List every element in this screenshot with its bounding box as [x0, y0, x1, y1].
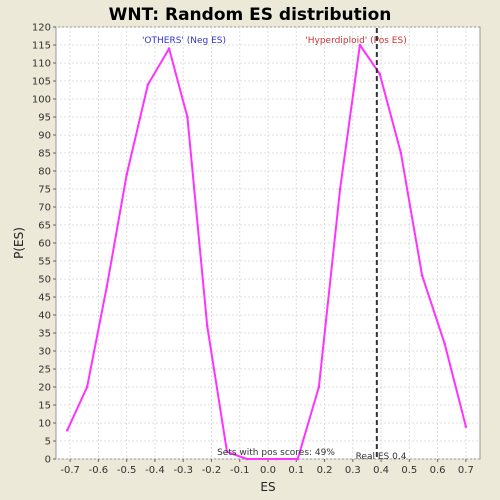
data-point	[66, 428, 69, 432]
sets-pos-scores-text: Sets with pos scores: 49%	[217, 448, 335, 458]
neg-es-label: 'OTHERS' (Neg ES)	[142, 36, 226, 46]
x-tick-label: -0.3	[173, 465, 193, 476]
x-tick-label: -0.7	[60, 465, 80, 476]
y-tick-label: 95	[38, 113, 51, 124]
data-point	[245, 457, 249, 461]
x-tick-label: 0.1	[288, 465, 304, 476]
y-tick-label: 40	[38, 311, 51, 322]
y-tick-label: 85	[38, 149, 51, 160]
pos-es-label: 'Hyperdiploid' (Pos ES)	[305, 36, 406, 46]
data-point	[125, 173, 128, 176]
x-tick-label: -0.1	[230, 465, 250, 476]
x-tick-label: 0.0	[260, 465, 276, 476]
y-tick-label: 80	[38, 167, 51, 178]
x-tick-label: 0.7	[458, 465, 474, 476]
y-tick-label: 115	[32, 41, 51, 52]
data-point	[443, 342, 447, 346]
data-point	[338, 187, 342, 191]
x-axis-label: ES	[260, 480, 275, 494]
data-point	[146, 83, 150, 86]
y-tick-label: 0	[45, 455, 51, 466]
data-point	[105, 284, 109, 288]
y-axis-ticks: 0 5 10 15 20 25 30 35 40 45 50 55 60 65 70 75 80 85 90 95 10…	[32, 23, 56, 466]
x-tick-label: -0.6	[89, 465, 109, 476]
y-tick-label: 65	[38, 221, 51, 232]
data-point	[296, 457, 300, 461]
x-tick-label: -0.5	[117, 465, 137, 476]
x-tick-label: 0.5	[401, 465, 417, 476]
data-point	[275, 457, 278, 461]
x-axis-ticks: -0.7 -0.6 -0.5 -0.4 -0.3 -0.2 -0.1 0.0 0.1 0.2 0.3…	[60, 459, 474, 476]
y-tick-label: 75	[38, 185, 51, 196]
y-tick-label: 90	[38, 131, 51, 142]
data-point	[420, 274, 424, 277]
y-tick-label: 25	[38, 365, 51, 376]
y-tick-label: 20	[38, 383, 51, 394]
grid-lines	[56, 26, 480, 460]
x-tick-label: 0.2	[317, 465, 333, 476]
y-tick-label: 35	[38, 329, 51, 340]
y-tick-label: 5	[45, 437, 51, 448]
data-point	[399, 151, 403, 155]
chart-title: WNT: Random ES distribution	[109, 5, 392, 25]
y-tick-label: 105	[32, 77, 51, 88]
data-point	[225, 450, 229, 454]
y-tick-label: 110	[32, 59, 51, 70]
y-tick-label: 70	[38, 203, 51, 214]
data-point	[378, 72, 382, 76]
y-tick-label: 15	[38, 401, 51, 412]
x-tick-label: 0.6	[430, 465, 446, 476]
x-tick-label: -0.2	[202, 465, 222, 476]
data-point	[358, 43, 362, 47]
data-point	[317, 385, 321, 389]
series-line	[66, 44, 467, 460]
data-point	[167, 47, 171, 50]
x-tick-label: 0.3	[345, 465, 361, 476]
y-tick-label: 120	[32, 23, 51, 34]
x-tick-label: -0.4	[145, 465, 165, 476]
y-tick-label: 55	[38, 257, 51, 268]
real-es-text: Real ES 0.4	[356, 452, 407, 462]
y-axis-label: P(ES)	[12, 227, 26, 259]
x-tick-label: 0.4	[373, 465, 389, 476]
data-point	[85, 385, 89, 389]
data-point	[186, 115, 189, 119]
y-tick-label: 10	[38, 419, 51, 430]
y-tick-label: 30	[38, 347, 51, 358]
y-tick-label: 50	[38, 275, 51, 286]
data-point	[205, 324, 209, 328]
y-tick-label: 60	[38, 239, 51, 250]
y-tick-label: 45	[38, 293, 51, 304]
series-layer	[66, 43, 468, 461]
y-tick-label: 100	[32, 95, 51, 106]
data-point	[464, 425, 468, 428]
